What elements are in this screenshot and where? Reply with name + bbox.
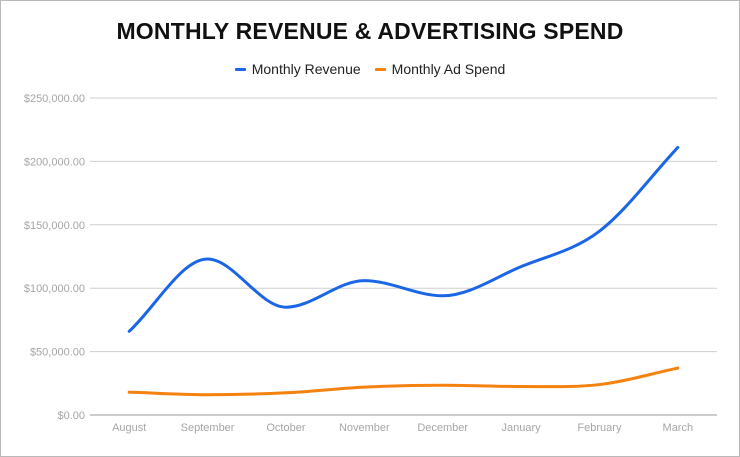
series-line-ad-spend <box>127 366 680 397</box>
legend-swatch-revenue <box>234 67 246 71</box>
y-tick-label: $250,000.00 <box>24 93 85 105</box>
x-tick-label: February <box>577 422 622 434</box>
x-tick-label: November <box>339 422 390 434</box>
y-tick-label: $100,000.00 <box>24 283 85 295</box>
y-tick-label: $150,000.00 <box>24 220 85 232</box>
chart-legend: Monthly Revenue Monthly Ad Spend <box>0 61 740 77</box>
x-tick-label: December <box>417 422 468 434</box>
x-tick-label: August <box>112 422 146 434</box>
x-tick-label: October <box>266 422 305 434</box>
legend-label-revenue: Monthly Revenue <box>251 61 361 77</box>
chart-title: MONTHLY REVENUE & ADVERTISING SPEND <box>116 18 624 44</box>
legend-swatch-ad-spend <box>374 67 386 71</box>
x-tick-label: September <box>181 422 235 434</box>
y-tick-label: $50,000.00 <box>30 347 85 359</box>
x-tick-label: January <box>501 422 541 434</box>
legend-label-ad-spend: Monthly Ad Spend <box>391 61 506 77</box>
legend-item-revenue[interactable]: Monthly Revenue <box>234 61 361 77</box>
legend-item-ad-spend[interactable]: Monthly Ad Spend <box>374 61 506 77</box>
x-tick-label: March <box>663 422 694 434</box>
series-line-revenue <box>127 145 680 333</box>
y-tick-label: $0.00 <box>57 410 85 422</box>
y-tick-label: $200,000.00 <box>24 156 85 168</box>
